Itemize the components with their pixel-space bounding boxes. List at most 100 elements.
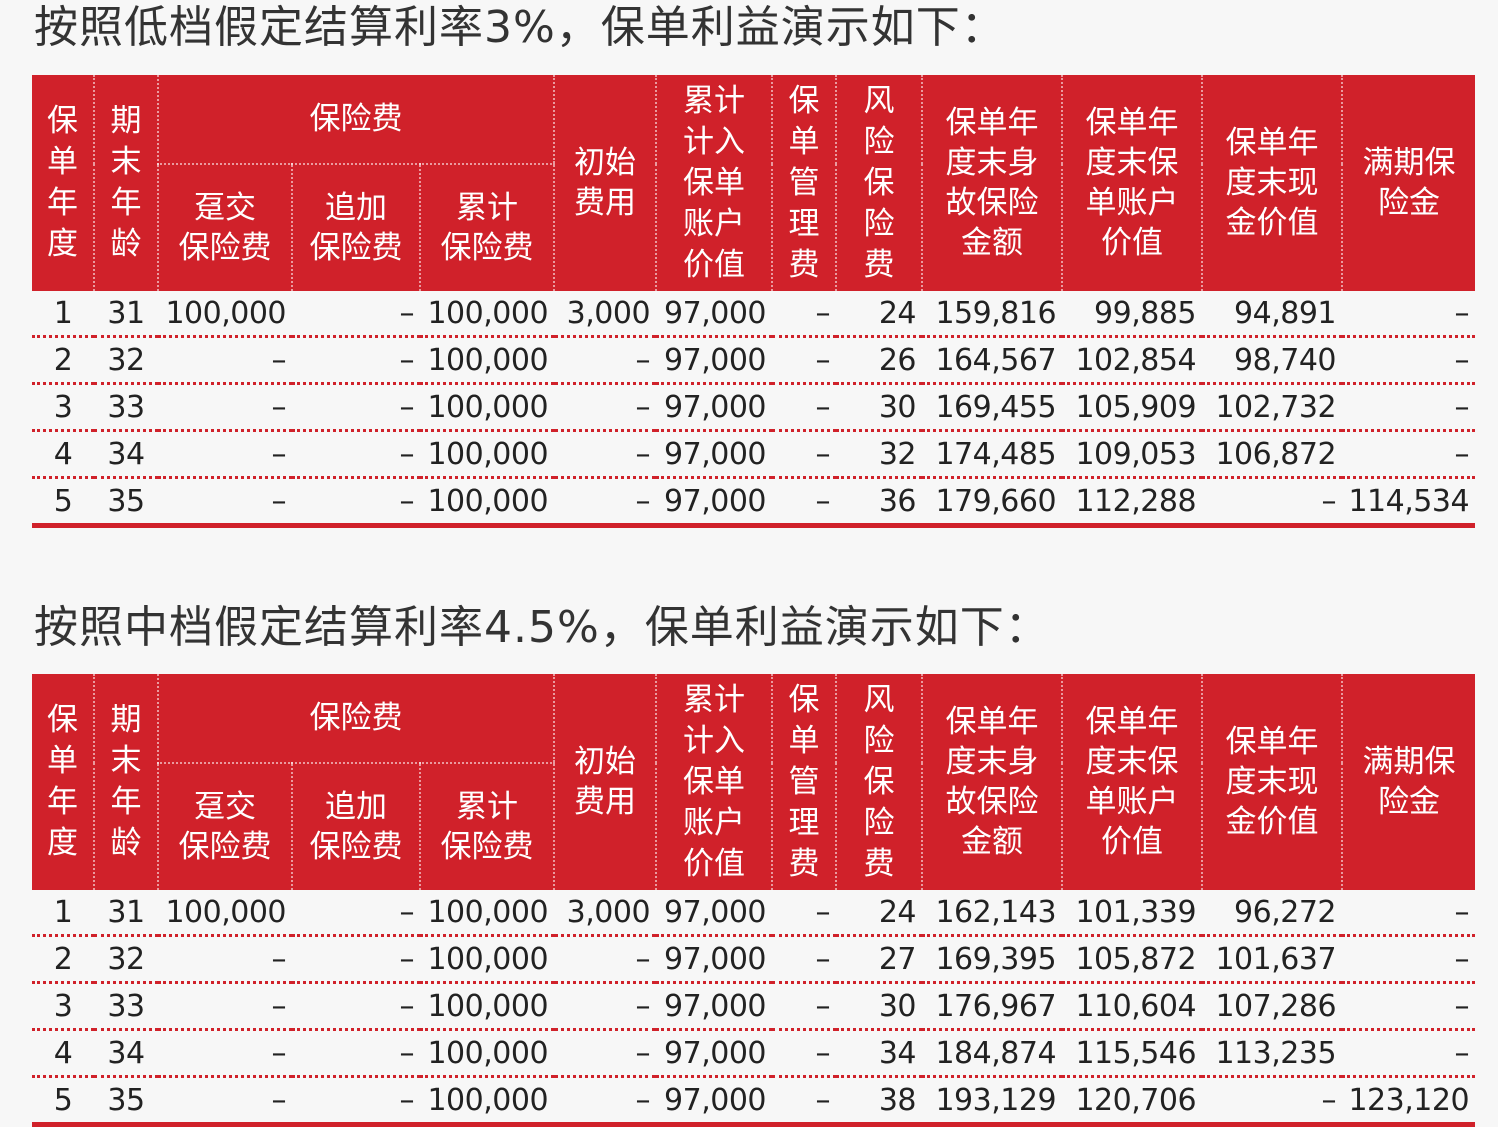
benefit-table-mid-rate: 保单年度期末年龄保险费 初始 费用 累计 计入 保单 账户 价值保单管理费风险保险费保单年 度末…	[32, 674, 1476, 1127]
cell-initial-fee: –	[554, 982, 657, 1031]
cell-account-value-in: 97,000	[656, 430, 773, 479]
header-year: 保单年度	[32, 75, 94, 291]
cell-single-premium: –	[158, 935, 292, 984]
cell-account-value-in: 97,000	[656, 982, 773, 1031]
header-maturity-benefit: 满期保 险金	[1341, 674, 1476, 890]
cell-initial-fee: –	[554, 336, 657, 385]
cell-cumulative-premium: 100,000	[420, 890, 555, 937]
cell-death-benefit: 169,395	[922, 935, 1063, 984]
cell-cumulative-premium: 100,000	[420, 1076, 555, 1127]
cell-account-value-in: 97,000	[656, 1029, 773, 1078]
cell-account-value: 101,339	[1062, 890, 1203, 937]
cell-management-fee: –	[772, 982, 837, 1031]
header-risk-premium: 风险保险费	[835, 674, 923, 890]
cell-account-value: 120,706	[1062, 1076, 1203, 1127]
cell-management-fee: –	[772, 1076, 837, 1127]
cell-cash-value: –	[1202, 477, 1343, 528]
cell-initial-fee: –	[554, 383, 657, 432]
header-risk-premium: 风险保险费	[835, 75, 923, 291]
cell-death-benefit: 193,129	[922, 1076, 1063, 1127]
cell-single-premium: –	[158, 336, 292, 385]
header-age: 期末年龄	[93, 75, 158, 291]
cell-risk-premium: 30	[836, 982, 923, 1031]
cell-management-fee: –	[772, 477, 837, 528]
cell-death-benefit: 159,816	[922, 291, 1063, 338]
cell-account-value: 99,885	[1062, 291, 1203, 338]
cell-initial-fee: 3,000	[554, 890, 657, 937]
table-row: 3 33– –100,000–97,000–30 169,455 105,909 102,…	[32, 383, 1476, 432]
header-year: 保单年度	[32, 674, 94, 890]
header-single-premium: 趸交 保险费	[157, 164, 292, 291]
cell-additional-premium: –	[292, 336, 420, 385]
header-single-premium: 趸交 保险费	[157, 763, 292, 890]
cell-single-premium: –	[158, 430, 292, 479]
cell-account-value-in: 97,000	[656, 383, 773, 432]
cell-maturity-benefit: –	[1342, 383, 1476, 432]
header-cash-value: 保单年 度末现 金价值	[1201, 75, 1343, 291]
cell-additional-premium: –	[292, 935, 420, 984]
cell-maturity-benefit: 123,120	[1342, 1076, 1476, 1127]
header-maturity-benefit: 满期保 险金	[1341, 75, 1476, 291]
cell-maturity-benefit: –	[1342, 935, 1476, 984]
cell-year: 4	[32, 1029, 94, 1078]
cell-cash-value: 113,235	[1202, 1029, 1343, 1078]
cell-cash-value: 106,872	[1202, 430, 1343, 479]
cell-management-fee: –	[772, 1029, 837, 1078]
cell-age: 32	[94, 935, 158, 984]
cell-single-premium: 100,000	[158, 890, 292, 937]
header-additional-premium: 追加 保险费	[291, 164, 420, 291]
cell-death-benefit: 184,874	[922, 1029, 1063, 1078]
cell-management-fee: –	[772, 291, 837, 338]
cell-account-value-in: 97,000	[656, 477, 773, 528]
cell-maturity-benefit: –	[1342, 430, 1476, 479]
cell-death-benefit: 176,967	[922, 982, 1063, 1031]
cell-death-benefit: 179,660	[922, 477, 1063, 528]
header-account-value-in: 累计 计入 保单 账户 价值	[655, 75, 773, 291]
cell-initial-fee: –	[554, 430, 657, 479]
cell-additional-premium: –	[292, 477, 420, 528]
table-row: 2 32– –100,000–97,000–26 164,567 102,854 98,7…	[32, 336, 1476, 385]
cell-additional-premium: –	[292, 383, 420, 432]
cell-single-premium: –	[158, 982, 292, 1031]
cell-risk-premium: 27	[836, 935, 923, 984]
cell-initial-fee: 3,000	[554, 291, 657, 338]
table-row: 3 33– –100,000–97,000–30 176,967 110,604 107,…	[32, 982, 1476, 1031]
cell-account-value: 102,854	[1062, 336, 1203, 385]
cell-account-value: 109,053	[1062, 430, 1203, 479]
cell-cumulative-premium: 100,000	[420, 477, 555, 528]
cell-cash-value: 101,637	[1202, 935, 1343, 984]
cell-age: 32	[94, 336, 158, 385]
cell-death-benefit: 169,455	[922, 383, 1063, 432]
cell-initial-fee: –	[554, 1029, 657, 1078]
cell-risk-premium: 38	[836, 1076, 923, 1127]
cell-initial-fee: –	[554, 477, 657, 528]
cell-year: 5	[32, 477, 94, 528]
cell-account-value: 105,872	[1062, 935, 1203, 984]
cell-year: 2	[32, 935, 94, 984]
cell-death-benefit: 162,143	[922, 890, 1063, 937]
cell-age: 35	[94, 1076, 158, 1127]
cell-additional-premium: –	[292, 430, 420, 479]
cell-account-value-in: 97,000	[656, 291, 773, 338]
cell-additional-premium: –	[292, 291, 420, 338]
table-row: 1 31 100,000–100,000 3,000 97,000–24 159,816 9…	[32, 291, 1476, 338]
cell-age: 35	[94, 477, 158, 528]
cell-year: 3	[32, 982, 94, 1031]
cell-maturity-benefit: –	[1342, 1029, 1476, 1078]
cell-age: 31	[94, 291, 158, 338]
header-management-fee: 保单管理费	[771, 75, 837, 291]
cell-risk-premium: 30	[836, 383, 923, 432]
cell-cash-value: 107,286	[1202, 982, 1343, 1031]
header-additional-premium: 追加 保险费	[291, 763, 420, 890]
header-death-benefit: 保单年 度末身 故保险 金额	[921, 674, 1063, 890]
cell-maturity-benefit: 114,534	[1342, 477, 1476, 528]
table-title-mid-rate: 按照中档假定结算利率4.5%，保单利益演示如下：	[34, 602, 1050, 653]
table-row: 5 35– –100,000–97,000–36 179,660 112,288–114…	[32, 477, 1476, 528]
cell-cash-value: 98,740	[1202, 336, 1343, 385]
cell-year: 3	[32, 383, 94, 432]
cell-risk-premium: 24	[836, 291, 923, 338]
cell-management-fee: –	[772, 336, 837, 385]
table-row: 2 32– –100,000–97,000–27 169,395 105,872 101,…	[32, 935, 1476, 984]
cell-cumulative-premium: 100,000	[420, 383, 555, 432]
cell-management-fee: –	[772, 430, 837, 479]
